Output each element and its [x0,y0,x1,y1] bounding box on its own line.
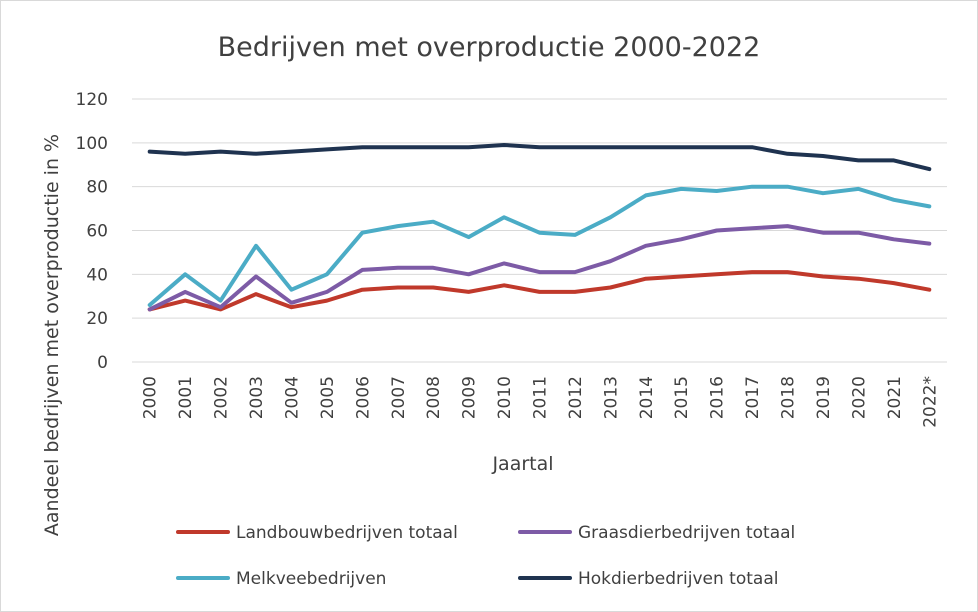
series-lines [147,143,932,312]
series-line-0 [147,270,932,312]
x-tick-label: 2022* [920,376,940,428]
x-tick-label: 2014 [637,376,657,419]
series-line-1 [147,224,932,312]
legend: Landbouwbedrijven totaal Graasdierbedrijv… [176,523,795,589]
x-tick-label: 2011 [531,376,551,419]
x-tick-label: 2012 [566,376,586,419]
x-tick-label: 2000 [141,376,161,419]
x-tick-label: 2006 [353,376,373,419]
y-axis-ticks: 0 20 40 60 80 100 120 [76,90,108,373]
series-line-2 [147,184,932,307]
gridlines [132,98,947,363]
x-tick-label: 2010 [495,376,515,419]
legend-label: Melkveebedrijven [236,569,386,589]
x-tick-label: 2020 [849,376,869,419]
x-tick-label: 2019 [814,376,834,419]
x-tick-label: 2009 [460,376,480,419]
y-tick-label: 120 [76,90,108,110]
series-line-3 [147,143,932,172]
x-tick-label: 2007 [389,376,409,419]
x-tick-label: 2008 [424,376,444,419]
x-tick-label: 2001 [176,376,196,419]
y-tick-label: 40 [86,265,108,285]
x-tick-label: 2015 [672,376,692,419]
y-tick-label: 80 [86,178,108,198]
x-tick-label: 2013 [601,376,621,419]
x-tick-label: 2002 [212,376,232,419]
y-tick-label: 0 [97,353,108,373]
y-axis-title: Aandeel bedrijven met overproductie in % [41,134,63,536]
x-tick-label: 2021 [885,376,905,419]
x-tick-label: 2017 [743,376,763,419]
x-axis-ticks: 2000 2001 2002 2003 2004 2005 2006 2007 2008 2009… [141,376,941,428]
legend-label: Hokdierbedrijven totaal [578,569,778,589]
x-tick-label: 2016 [708,376,728,419]
x-tick-label: 2004 [282,376,302,419]
x-tick-label: 2018 [779,376,799,419]
legend-label: Graasdierbedrijven totaal [578,523,795,543]
x-axis-title: Jaartal [491,453,553,475]
x-tick-label: 2003 [247,376,267,419]
legend-label: Landbouwbedrijven totaal [236,523,458,543]
y-tick-label: 100 [76,134,108,154]
y-tick-label: 60 [86,222,108,242]
y-tick-label: 20 [86,309,108,329]
chart-title: Bedrijven met overproductie 2000-2022 [218,32,761,63]
x-tick-label: 2005 [318,376,338,419]
